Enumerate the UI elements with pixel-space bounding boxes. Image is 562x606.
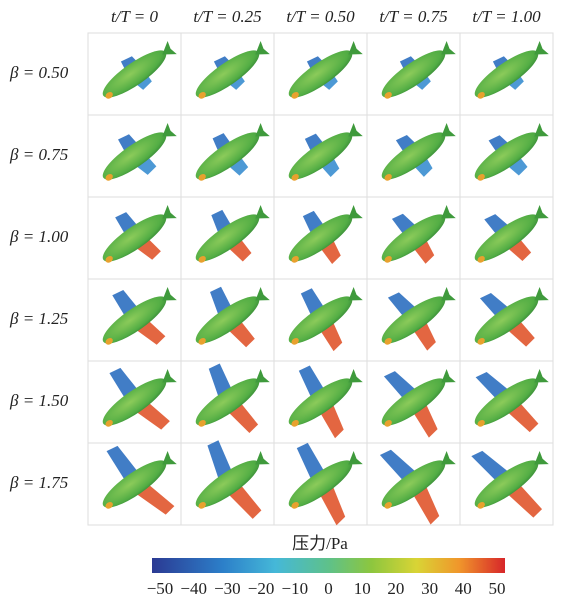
colorbar-tick-label: −30 — [214, 579, 241, 598]
colorbar-tick-label: 50 — [489, 579, 506, 598]
row-label: β = 0.75 — [9, 145, 68, 164]
fish-render — [279, 33, 368, 111]
fish-render — [270, 267, 377, 369]
fish-render — [369, 111, 464, 197]
colorbar-tick-label: 0 — [324, 579, 333, 598]
fish-render — [180, 189, 281, 283]
fish-render — [183, 111, 278, 197]
colorbar — [152, 558, 505, 573]
colorbar-tick-label: 40 — [455, 579, 472, 598]
fish-render — [465, 33, 554, 111]
colorbar-tick-label: −50 — [147, 579, 174, 598]
fish-render — [172, 422, 290, 541]
fish-render — [462, 111, 557, 197]
figure: 压力/Pa t/T = 0 t/T = 0.25 t/T = 0.50 t/T = 0… — [0, 0, 562, 601]
column-label: t/T = 1.00 — [472, 7, 541, 26]
fish-render — [79, 422, 197, 541]
fish-render — [273, 189, 374, 283]
row-label: β = 1.75 — [9, 473, 68, 492]
fish-render — [177, 267, 284, 369]
row-label: β = 1.50 — [9, 391, 69, 410]
colorbar-tick-label: −20 — [248, 579, 275, 598]
colorbar-tick-label: 20 — [387, 579, 404, 598]
fish-render — [459, 189, 560, 283]
fish-render — [456, 267, 562, 369]
image-grid — [79, 33, 562, 541]
fish-render — [84, 267, 191, 369]
column-label: t/T = 0 — [111, 7, 159, 26]
fish-render — [186, 33, 275, 111]
column-label: t/T = 0.25 — [193, 7, 261, 26]
fish-render — [87, 189, 188, 283]
fish-render — [372, 33, 461, 111]
column-label: t/T = 0.75 — [379, 7, 447, 26]
colorbar-tick-label: 30 — [421, 579, 438, 598]
fish-render — [276, 111, 371, 197]
column-label: t/T = 0.50 — [286, 7, 355, 26]
fish-render — [451, 422, 562, 541]
colorbar-tick-label: −10 — [282, 579, 309, 598]
row-label: β = 1.00 — [9, 227, 69, 246]
fish-render — [265, 422, 383, 541]
row-label: β = 0.50 — [9, 63, 69, 82]
colorbar-tick-label: 10 — [354, 579, 371, 598]
fish-render — [358, 422, 476, 541]
fish-render — [363, 267, 470, 369]
fish-render — [93, 33, 182, 111]
colorbar-tick-label: −40 — [180, 579, 207, 598]
colorbar-title: 压力/Pa — [292, 534, 348, 553]
fish-render — [90, 111, 185, 197]
fish-render — [366, 189, 467, 283]
row-label: β = 1.25 — [9, 309, 68, 328]
